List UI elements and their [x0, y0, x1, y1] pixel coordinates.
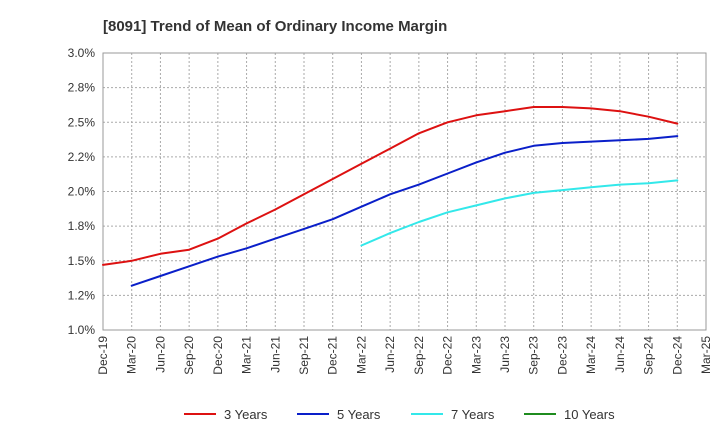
chart-title: [8091] Trend of Mean of Ordinary Income … [103, 18, 447, 35]
legend-label: 10 Years [564, 407, 615, 422]
y-tick-label: 1.2% [68, 288, 96, 302]
plot-border [102, 52, 707, 331]
x-tick-label: Dec-19 [96, 336, 110, 375]
x-tick-label: Jun-24 [613, 336, 627, 373]
x-tick-label: Mar-25 [699, 336, 713, 374]
series-line-5-years [130, 135, 679, 287]
x-axis-ticks: Dec-19 Mar-20 Jun-20 Sep-20 Dec-20 Mar-21 Jun-… [96, 336, 713, 375]
y-axis-ticks: 1.0% 1.2% 1.5% 1.8% 2.0% 2.2% 2.5% 2.8% 3.0% [68, 46, 96, 337]
y-tick-label: 1.0% [68, 323, 96, 337]
x-tick-label: Sep-22 [412, 336, 426, 375]
series-line-7-years [360, 179, 679, 247]
x-tick-label: Jun-21 [268, 336, 282, 373]
y-tick-label: 2.5% [68, 115, 96, 129]
x-tick-label: Sep-21 [297, 336, 311, 375]
series-lines [102, 106, 679, 287]
y-tick-label: 3.0% [68, 46, 96, 60]
y-tick-label: 2.8% [68, 81, 96, 95]
x-tick-label: Dec-23 [555, 336, 569, 375]
x-tick-label: Jun-23 [498, 336, 512, 373]
y-tick-label: 2.2% [68, 150, 96, 164]
x-tick-label: Sep-24 [642, 336, 656, 375]
legend-label: 5 Years [337, 407, 381, 422]
x-tick-label: Mar-20 [125, 336, 139, 374]
x-tick-label: Mar-24 [584, 336, 598, 374]
y-tick-label: 2.0% [68, 185, 96, 199]
x-tick-label: Dec-20 [211, 336, 225, 375]
x-tick-label: Mar-21 [240, 336, 254, 374]
plot-frame [102, 52, 707, 331]
x-tick-label: Sep-23 [527, 336, 541, 375]
legend-label: 3 Years [224, 407, 268, 422]
legend: 3 Years 5 Years 7 Years 10 Years [184, 407, 615, 422]
gridlines [102, 52, 707, 331]
x-tick-label: Jun-22 [383, 336, 397, 373]
y-tick-label: 1.5% [68, 254, 96, 268]
x-tick-label: Mar-23 [469, 336, 483, 374]
y-tick-label: 1.8% [68, 219, 96, 233]
x-tick-label: Dec-22 [441, 336, 455, 375]
x-tick-label: Mar-22 [354, 336, 368, 374]
series-line-3-years [102, 106, 679, 266]
x-tick-label: Dec-24 [670, 336, 684, 375]
legend-label: 7 Years [451, 407, 495, 422]
x-tick-label: Jun-20 [153, 336, 167, 373]
x-tick-label: Sep-20 [182, 336, 196, 375]
x-tick-label: Dec-21 [326, 336, 340, 375]
